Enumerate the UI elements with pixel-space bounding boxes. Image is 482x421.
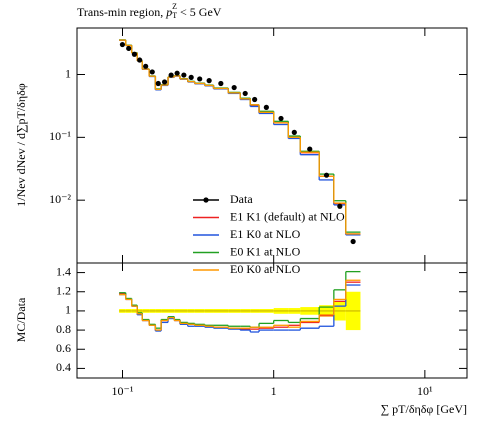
data-point xyxy=(131,51,138,57)
y-tick-label: 0.4 xyxy=(56,360,71,374)
plot-area xyxy=(119,39,361,245)
y-tick-label: 0.6 xyxy=(56,341,71,355)
title-sub: T xyxy=(172,11,177,20)
legend-marker xyxy=(203,197,209,203)
legend-label: E0 K1 at NLO xyxy=(230,244,301,258)
plot-area xyxy=(119,270,361,333)
data-point xyxy=(263,104,269,110)
data-point xyxy=(323,172,330,178)
title-rest: < 5 GeV xyxy=(177,5,222,19)
data-point xyxy=(119,41,126,48)
title-sup: Z xyxy=(172,2,177,11)
y-tick-label: 1 xyxy=(65,66,71,80)
y-tick-label: 0.8 xyxy=(56,322,71,336)
data-point xyxy=(291,129,297,135)
ratio-y-axis-label: MC/Data xyxy=(14,297,28,342)
data-point xyxy=(126,45,132,52)
data-point xyxy=(155,80,161,87)
title-var: p xyxy=(165,5,172,19)
data-point xyxy=(168,72,174,78)
data-point xyxy=(149,69,155,75)
data-point xyxy=(278,115,284,122)
y-tick-label: 10⁻² xyxy=(49,192,71,206)
data-point xyxy=(137,57,143,63)
frame xyxy=(76,262,468,379)
y-tick-label: 1 xyxy=(65,303,71,317)
data-point xyxy=(161,79,168,85)
data-point xyxy=(242,90,248,97)
chart-title: Trans-min region, pTZ < 5 GeV xyxy=(77,2,222,20)
data-point xyxy=(337,203,343,209)
data-point xyxy=(252,96,258,103)
x-tick-label: 10⁻¹ xyxy=(112,384,134,398)
y-tick-label: 1.2 xyxy=(56,284,71,298)
data-point xyxy=(218,80,224,87)
legend-label: E1 K0 at NLO xyxy=(230,227,301,241)
data-point xyxy=(188,74,194,80)
data-point xyxy=(181,72,187,78)
data-point xyxy=(174,70,180,76)
data-point xyxy=(231,84,237,91)
legend-label: Data xyxy=(230,192,253,206)
legend-label: E0 K0 at NLO xyxy=(230,262,301,276)
y-axis-label: 1/Nev dNev / d∑pT/δηδφ xyxy=(14,83,28,206)
title-text: Trans-min region, xyxy=(77,5,166,19)
x-tick-label: 1 xyxy=(271,384,277,398)
x-axis-label: ∑ pT/δηδφ [GeV] xyxy=(381,402,467,416)
x-tick-label: 10¹ xyxy=(417,384,433,398)
data-point xyxy=(206,78,212,84)
y-tick-label: 1.4 xyxy=(56,264,71,278)
data-point xyxy=(307,146,313,152)
y-tick-label: 10⁻¹ xyxy=(49,129,71,143)
data-point xyxy=(350,238,356,245)
data-point xyxy=(197,76,203,82)
legend-label: E1 K1 (default) at NLO xyxy=(230,209,345,223)
data-point xyxy=(143,63,149,69)
